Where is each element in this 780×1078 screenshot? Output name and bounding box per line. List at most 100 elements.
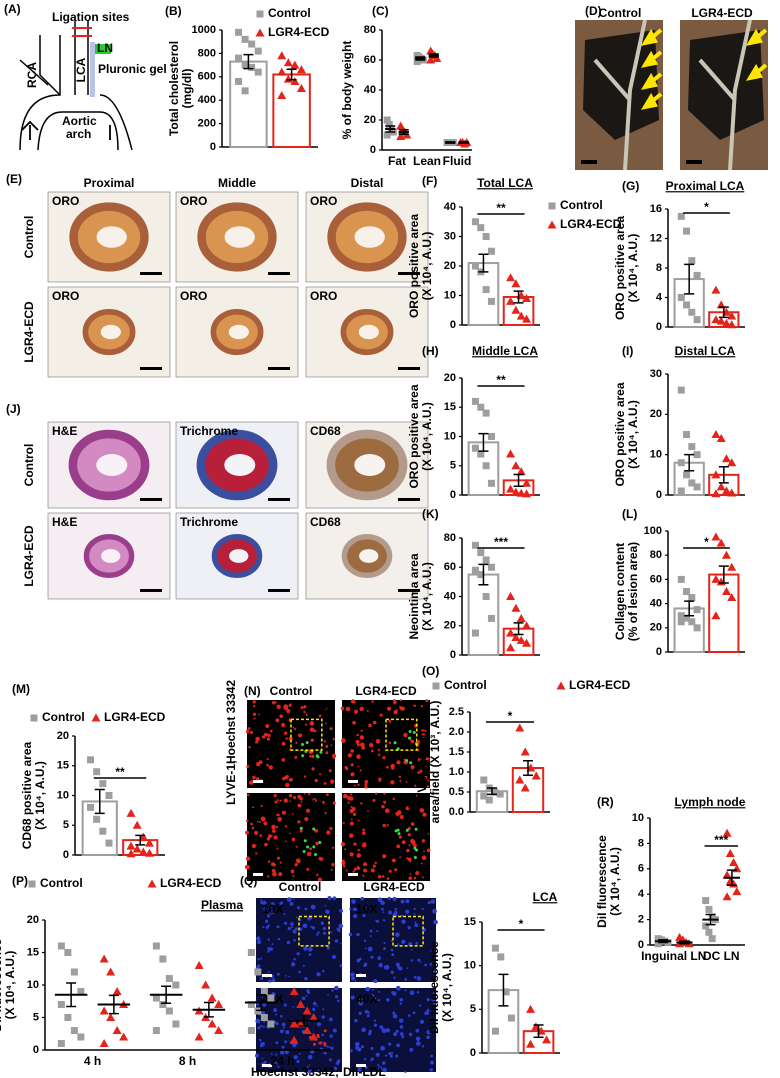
nucleus — [311, 926, 316, 930]
nucleus — [298, 970, 301, 974]
nucleus — [353, 867, 357, 871]
nucleus — [262, 900, 267, 905]
nucleus — [255, 1018, 261, 1024]
data-point — [683, 227, 691, 235]
data-point — [383, 116, 391, 124]
column-label: Control — [599, 6, 642, 20]
data-point — [522, 621, 532, 630]
data-point — [235, 28, 243, 36]
error-bar — [203, 1001, 214, 1018]
data-point — [119, 1032, 129, 1041]
scale-bar — [398, 589, 420, 592]
y-tick-label: 10 — [444, 289, 456, 301]
data-point — [506, 628, 516, 637]
y-tick-label: 0 — [470, 1047, 476, 1059]
y-tick-label: 100 — [644, 525, 662, 537]
legend-label: Control — [42, 710, 85, 724]
nucleus — [358, 1011, 362, 1015]
magnification: 20X — [310, 704, 331, 718]
nucleus — [355, 1045, 360, 1050]
nucleus — [256, 820, 259, 823]
nucleus — [360, 729, 363, 732]
nucleus — [368, 723, 372, 728]
nucleus — [262, 1025, 265, 1028]
data-point — [152, 942, 160, 950]
data-point — [721, 587, 731, 595]
nucleus — [317, 931, 320, 934]
nucleus — [357, 765, 360, 768]
nucleus — [349, 821, 354, 826]
nucleus — [305, 994, 308, 997]
nucleus — [275, 825, 279, 829]
nucleus — [322, 969, 325, 973]
error-bar — [513, 622, 524, 636]
nucleus — [410, 949, 413, 951]
nucleus — [260, 976, 264, 981]
nucleus — [319, 773, 322, 776]
vessel-lumen — [224, 453, 256, 477]
nucleus — [266, 875, 270, 878]
nucleus — [258, 820, 261, 823]
nucleus — [256, 761, 261, 767]
nucleus — [377, 875, 382, 879]
data-point — [683, 431, 691, 438]
nucleus — [367, 946, 373, 952]
nucleus — [326, 793, 329, 796]
scale-bar — [268, 498, 290, 501]
stain — [312, 827, 316, 831]
gel — [90, 42, 95, 97]
nucleus — [419, 1004, 422, 1007]
y-axis-label: (% of lesion area) — [626, 542, 640, 641]
y-tick-label: 1.0 — [449, 766, 464, 778]
y-tick-label: 0 — [450, 319, 456, 331]
data-point — [722, 870, 732, 879]
data-point — [201, 980, 211, 989]
data-point — [506, 449, 516, 458]
nucleus — [300, 800, 303, 803]
significance: *** — [714, 833, 728, 847]
error-bar — [679, 940, 690, 945]
data-point — [283, 74, 293, 83]
nucleus — [268, 979, 272, 983]
chart-title: Total LCA — [477, 176, 533, 190]
nucleus — [400, 899, 405, 904]
nucleus — [268, 906, 272, 910]
vessel-lumen — [354, 453, 386, 477]
nucleus — [322, 926, 326, 931]
nucleus — [392, 896, 397, 902]
nucleus — [372, 720, 377, 725]
nucleus — [390, 780, 395, 785]
nucleus — [358, 1000, 364, 1006]
panel-label: (L) — [622, 507, 637, 521]
nucleus — [426, 1029, 432, 1035]
nucleus — [419, 961, 422, 963]
nucleus — [295, 916, 298, 919]
data-point — [702, 897, 710, 905]
nucleus — [410, 739, 413, 742]
nucleus — [297, 794, 302, 799]
nucleus — [328, 1058, 332, 1062]
nucleus — [285, 737, 288, 740]
nucleus — [318, 856, 323, 861]
nucleus — [325, 722, 327, 725]
nucleus — [419, 1019, 425, 1024]
data-point — [522, 489, 532, 498]
nucleus — [385, 1028, 391, 1033]
y-tick-label: 20 — [364, 114, 376, 126]
nucleus — [265, 733, 268, 736]
nucleus — [267, 950, 270, 953]
nucleus — [263, 1020, 266, 1024]
nucleus — [427, 832, 430, 835]
y-tick-label: 10 — [632, 812, 644, 824]
data-point — [725, 849, 735, 858]
panel-label: (C) — [372, 4, 389, 18]
data-point — [515, 775, 525, 784]
nucleus — [298, 1052, 301, 1055]
nucleus — [373, 1019, 376, 1022]
nucleus — [256, 940, 262, 945]
nucleus — [404, 978, 408, 981]
nucleus — [334, 939, 339, 943]
nucleus — [275, 1022, 279, 1026]
error-bar — [523, 760, 533, 776]
arrow — [745, 63, 768, 81]
